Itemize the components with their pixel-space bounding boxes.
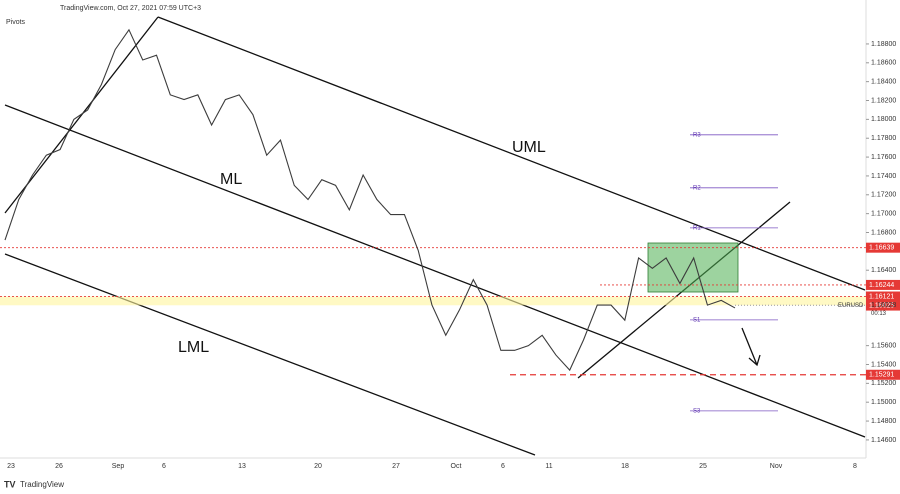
- x-tick-label: Nov: [770, 463, 783, 470]
- y-tick-label: 1.16400: [871, 267, 896, 274]
- symbol-label: EURUSD: [838, 303, 864, 309]
- median-line: [4, 104, 866, 438]
- pitchfork-handle: [4, 16, 159, 214]
- annotation: UML: [512, 139, 546, 156]
- x-tick-label: 26: [55, 463, 63, 470]
- y-tick-label: 1.14600: [871, 437, 896, 444]
- price-tag-label: 1.15291: [869, 372, 894, 379]
- y-tick-label: 1.18400: [871, 78, 896, 85]
- x-tick-label: Sep: [112, 463, 125, 470]
- price-tag-label: 1.16244: [869, 282, 894, 289]
- y-tick-label: 1.16800: [871, 229, 896, 236]
- y-tick-label: 1.18600: [871, 60, 896, 67]
- y-tick-label: 1.14800: [871, 418, 896, 425]
- range-box: [647, 242, 739, 293]
- x-tick-label: 20: [314, 463, 322, 470]
- pivot-label: R1: [693, 225, 701, 231]
- x-tick-label: 6: [501, 463, 505, 470]
- x-tick-label: 25: [699, 463, 707, 470]
- y-tick-label: 1.17400: [871, 173, 896, 180]
- x-tick-label: 13: [238, 463, 246, 470]
- price-tag-label: 1.16121: [869, 293, 894, 300]
- x-tick-label: 11: [545, 463, 552, 470]
- x-tick-label: 18: [621, 463, 629, 470]
- annotation: ML: [220, 171, 242, 188]
- x-tick-label: 8: [853, 463, 857, 470]
- x-tick-label: 6: [162, 463, 166, 470]
- y-tick-label: 1.18000: [871, 116, 896, 123]
- logo-mark: TV: [4, 479, 16, 489]
- upper-median-line: [157, 16, 866, 291]
- price-tag-label: 1.16025: [869, 302, 894, 309]
- price-line: [4, 28, 736, 372]
- y-tick-label: 1.17600: [871, 154, 896, 161]
- price-tag: [866, 369, 900, 380]
- pivot-label: R2: [693, 185, 701, 191]
- trend-lines: [4, 16, 866, 456]
- pivot-label: S1: [693, 317, 701, 323]
- footer: TV TradingView: [4, 479, 64, 489]
- y-tick-label: 1.17200: [871, 192, 896, 199]
- y-tick-label: 1.15400: [871, 361, 896, 368]
- y-tick-label: 1.17000: [871, 210, 896, 217]
- y-tick-label: 1.15200: [871, 380, 896, 387]
- x-tick-label: 23: [7, 463, 15, 470]
- price-tag: [866, 242, 900, 253]
- last-price-label: 1.16028: [871, 302, 896, 309]
- x-tick-label: 27: [392, 463, 400, 470]
- y-tick-label: 1.18200: [871, 97, 896, 104]
- arrow-head: [748, 354, 761, 367]
- price-tag-label: 1.16639: [869, 245, 894, 252]
- pivot-label: R3: [693, 132, 701, 138]
- price-tag: [866, 279, 900, 290]
- arrow-shaft: [741, 327, 758, 366]
- y-tick-label: 1.15600: [871, 342, 896, 349]
- indicator-name: Pivots: [6, 19, 26, 26]
- annotation: LML: [178, 339, 209, 356]
- x-tick-label: Oct: [451, 463, 462, 470]
- countdown: 00:13: [871, 311, 887, 317]
- footer-brand: TradingView: [20, 480, 64, 489]
- support-band: [0, 296, 866, 306]
- lower-median-line: [4, 253, 536, 456]
- y-tick-label: 1.18800: [871, 41, 896, 48]
- price-tag: [866, 300, 900, 311]
- price-tag: [866, 291, 900, 302]
- pivot-label: S3: [693, 408, 701, 414]
- header-source: TradingView.com, Oct 27, 2021 07:59 UTC+…: [60, 5, 201, 12]
- y-tick-label: 1.17800: [871, 135, 896, 142]
- y-tick-label: 1.15000: [871, 399, 896, 406]
